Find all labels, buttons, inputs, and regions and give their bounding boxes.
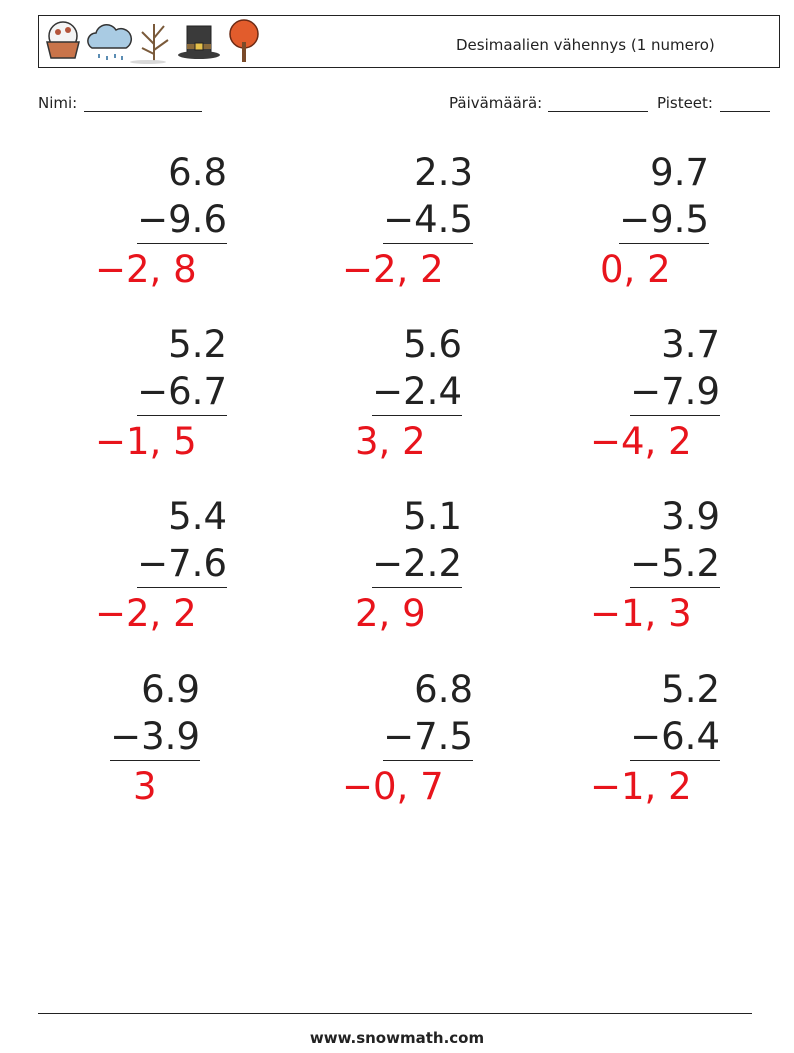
score-blank [720, 111, 770, 112]
name-label: Nimi: [38, 94, 78, 112]
answer-rule [372, 415, 462, 416]
top-number: 5.6 [403, 323, 462, 366]
branch-icon [130, 24, 169, 64]
answer: −4, 2 [590, 420, 692, 463]
footer-url: www.snowmath.com [309, 1029, 485, 1047]
basket-icon [46, 21, 80, 59]
answer: 2, 9 [355, 592, 426, 635]
top-number: 5.2 [168, 323, 227, 366]
answer-rule [137, 243, 227, 244]
bottom-number: −6.7 [137, 370, 227, 413]
top-number: 5.2 [661, 668, 720, 711]
bottom-number: −5.2 [630, 542, 720, 585]
top-number: 3.9 [661, 495, 720, 538]
top-number: 9.7 [650, 151, 709, 194]
bottom-number: −2.2 [372, 542, 462, 585]
answer: −2, 2 [342, 248, 444, 291]
hat-icon [178, 25, 220, 59]
answer: −1, 2 [590, 765, 692, 808]
answer-rule [619, 243, 709, 244]
answer: −1, 5 [95, 420, 197, 463]
cloud-icon [87, 24, 132, 60]
answer: −0, 7 [342, 765, 444, 808]
answer-rule [137, 415, 227, 416]
bottom-number: −7.5 [383, 715, 473, 758]
answer: −2, 2 [95, 592, 197, 635]
answer: 3, 2 [355, 420, 426, 463]
header-icons [46, 19, 259, 64]
answer-rule [630, 587, 720, 588]
tree-icon [229, 19, 259, 62]
answer-rule [383, 243, 473, 244]
top-number: 6.8 [168, 151, 227, 194]
answer-rule [630, 760, 720, 761]
bottom-number: −4.5 [383, 198, 473, 241]
answer-rule [372, 587, 462, 588]
top-number: 5.1 [403, 495, 462, 538]
answer-rule [630, 415, 720, 416]
footer-rule [38, 1013, 752, 1014]
answer: −2, 8 [95, 248, 197, 291]
answer-rule [110, 760, 200, 761]
answer: 3 [133, 765, 157, 808]
top-number: 6.8 [414, 668, 473, 711]
top-number: 6.9 [141, 668, 200, 711]
top-number: 3.7 [661, 323, 720, 366]
name-blank [84, 111, 202, 112]
bottom-number: −9.5 [619, 198, 709, 241]
bottom-number: −7.6 [137, 542, 227, 585]
bottom-number: −2.4 [372, 370, 462, 413]
bottom-number: −9.6 [137, 198, 227, 241]
bottom-number: −6.4 [630, 715, 720, 758]
date-blank [548, 111, 648, 112]
bottom-number: −7.9 [630, 370, 720, 413]
top-number: 2.3 [414, 151, 473, 194]
score-label: Pisteet: [657, 94, 713, 112]
answer: −1, 3 [590, 592, 692, 635]
top-number: 5.4 [168, 495, 227, 538]
date-label: Päivämäärä: [449, 94, 543, 112]
title: Desimaalien vähennys (1 numero) [456, 36, 715, 54]
answer: 0, 2 [600, 248, 671, 291]
answer-rule [383, 760, 473, 761]
bottom-number: −3.9 [110, 715, 200, 758]
header-box [38, 15, 780, 68]
answer-rule [137, 587, 227, 588]
